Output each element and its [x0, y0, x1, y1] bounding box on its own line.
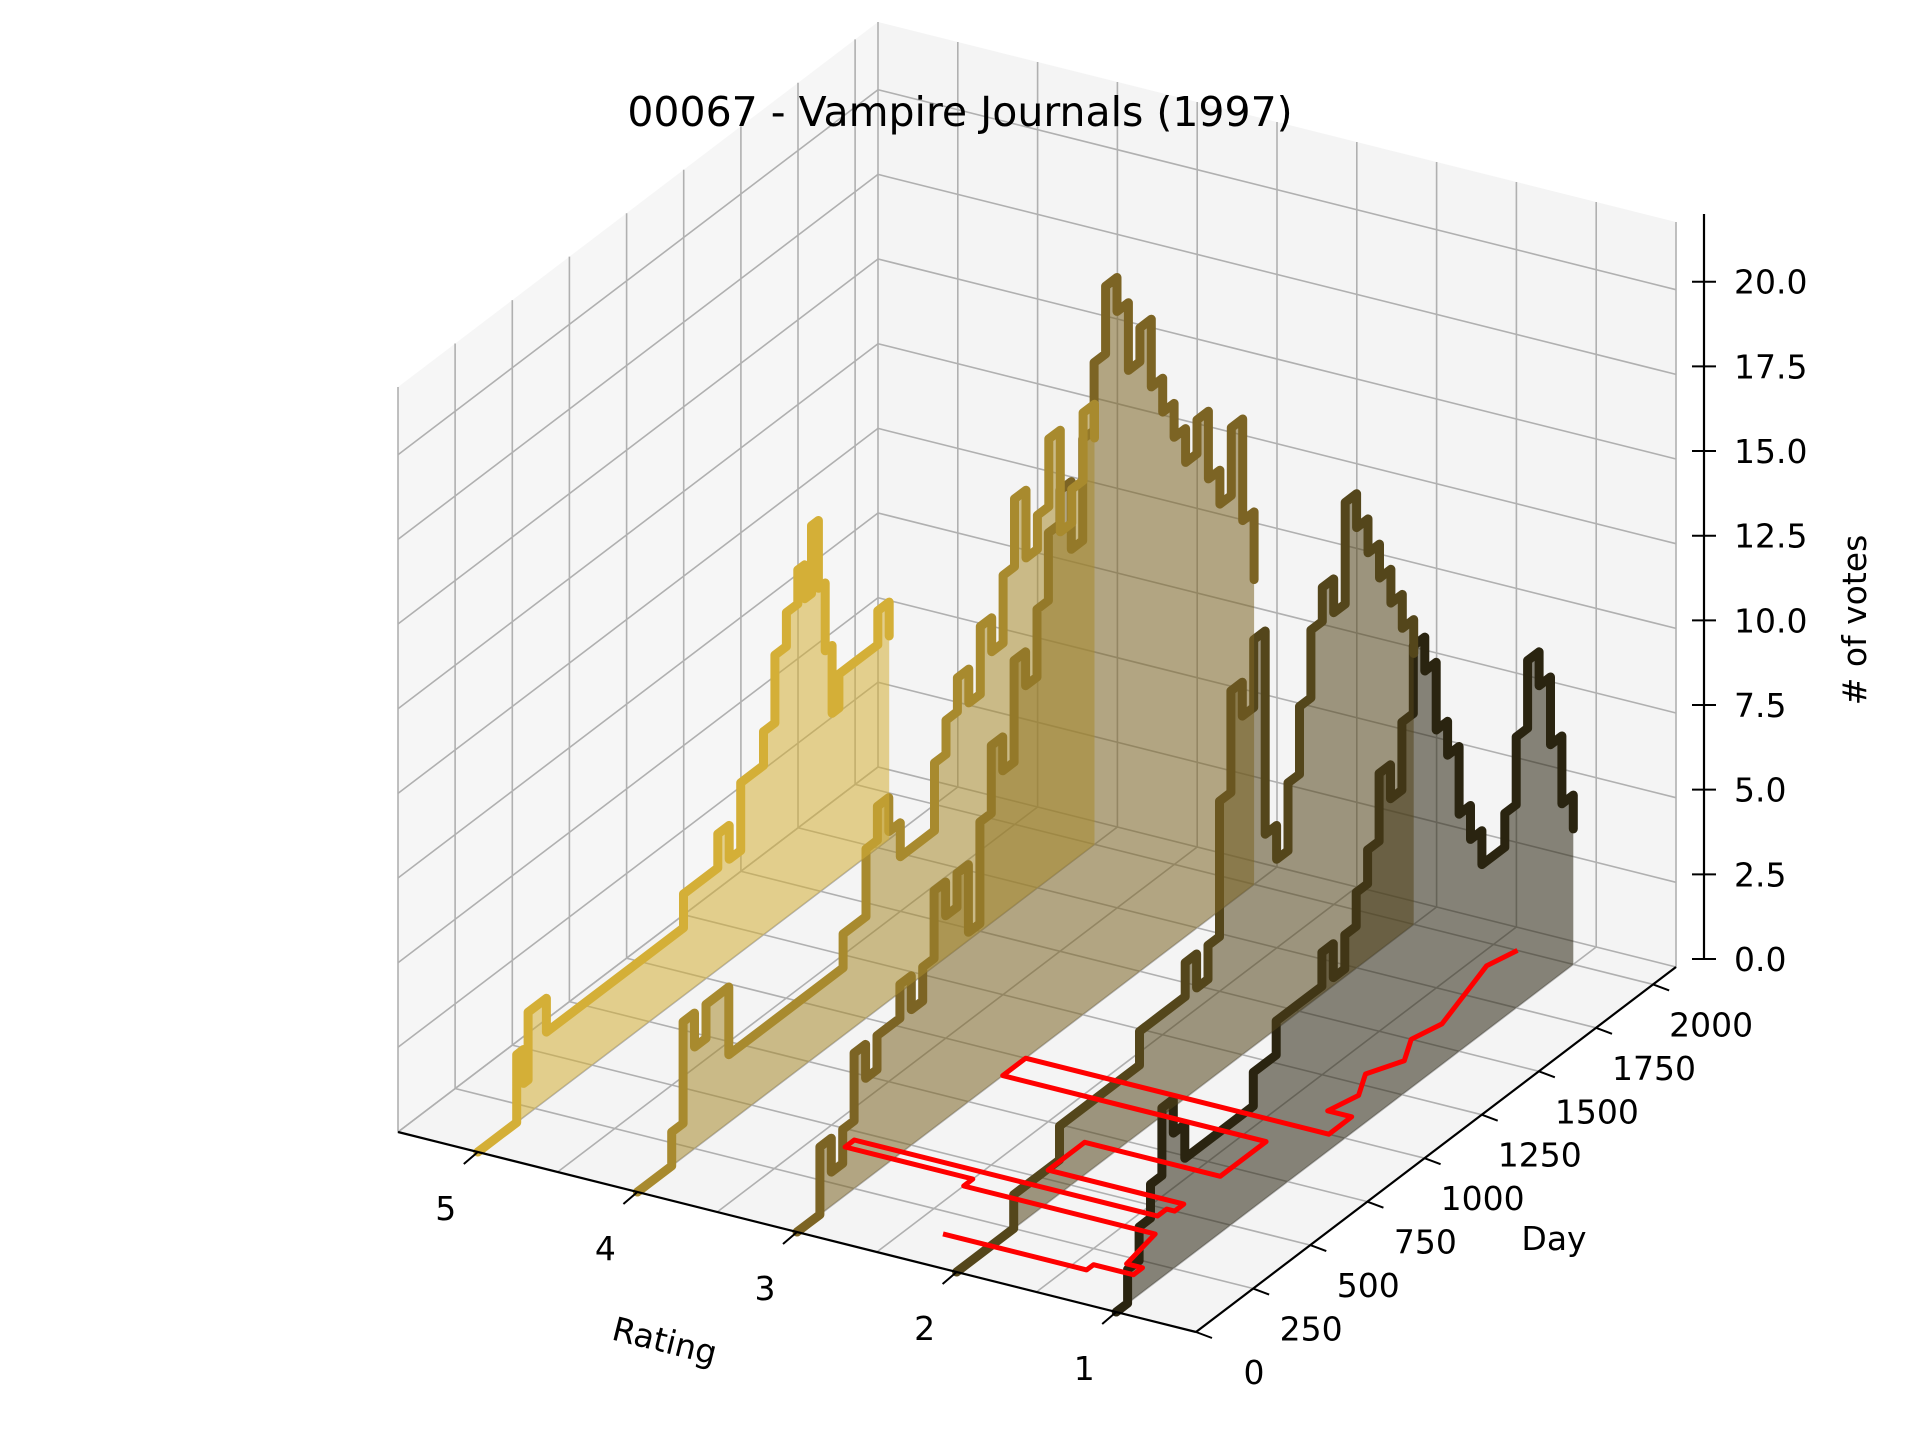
y-tick-label-1: 250: [1280, 1310, 1343, 1349]
overlay-line: [842, 948, 1519, 1278]
x-tick-label-0: 5: [435, 1189, 456, 1228]
y-tick-mark-8: [1652, 983, 1670, 992]
x-tick-label-2: 3: [755, 1269, 776, 1308]
x-tick-mark-0: [463, 1151, 479, 1165]
x-tick-mark-1: [622, 1191, 639, 1205]
x-tick-mark-4: [1101, 1311, 1117, 1325]
series-area-rating-2: [956, 493, 1414, 1272]
x-tick-label-4: 1: [1074, 1349, 1095, 1388]
chart-title: 00067 - Vampire Journals (1997): [627, 88, 1292, 136]
x-tick-label-1: 4: [595, 1229, 616, 1268]
z-tick-label-6: 15.0: [1734, 432, 1807, 471]
y-tick-mark-0: [1195, 1331, 1213, 1339]
y-tick-mark-3: [1367, 1200, 1384, 1209]
z-tick-label-1: 2.5: [1734, 855, 1786, 894]
axes-layer: [397, 214, 1716, 1339]
y-tick-label-6: 1500: [1555, 1092, 1639, 1131]
series-line-rating-2: [952, 489, 1419, 1277]
series-line-rating-5: [473, 516, 894, 1157]
z-tick-label-4: 10.0: [1734, 601, 1807, 640]
y-tick-label-3: 750: [1394, 1223, 1457, 1262]
z-tick-label-0: 0.0: [1734, 940, 1786, 979]
y-tick-mark-6: [1538, 1070, 1556, 1079]
y-tick-label-0: 0: [1244, 1353, 1265, 1392]
y-tick-mark-4: [1424, 1157, 1441, 1166]
z-axis-label: # of votes: [1835, 535, 1874, 706]
series-area-rating-5: [477, 520, 890, 1152]
z-tick-label-2: 5.0: [1734, 771, 1786, 810]
y-tick-mark-2: [1309, 1244, 1327, 1253]
y-tick-mark-7: [1595, 1026, 1613, 1035]
y-tick-mark-5: [1481, 1113, 1499, 1122]
overlay-layer: [842, 948, 1519, 1278]
y-axis-label: Day: [1521, 1219, 1586, 1258]
y-tick-label-7: 1750: [1612, 1049, 1696, 1088]
x-tick-mark-2: [782, 1231, 798, 1245]
y-tick-label-4: 1000: [1441, 1179, 1525, 1218]
grid-line-votes-5: [397, 342, 1677, 710]
z-tick-label-8: 20.0: [1734, 263, 1807, 302]
y-tick-label-2: 500: [1337, 1266, 1400, 1305]
grid-line-votes-7: [397, 173, 1677, 541]
z-tick-label-7: 17.5: [1734, 347, 1807, 386]
series-layer: [473, 273, 1578, 1317]
grid-line-votes-6: [397, 258, 1677, 625]
y-tick-mark-1: [1252, 1287, 1270, 1296]
z-tick-label-3: 7.5: [1734, 686, 1786, 725]
x-tick-label-3: 2: [914, 1309, 935, 1348]
y-tick-label-5: 1250: [1498, 1136, 1582, 1175]
x-tick-mark-3: [941, 1271, 958, 1285]
y-tick-label-8: 2000: [1669, 1005, 1753, 1044]
grid-line-votes-4: [397, 427, 1677, 795]
x-axis-label: Rating: [608, 1309, 721, 1373]
grid-line-votes-8: [397, 88, 1677, 456]
z-tick-label-5: 12.5: [1734, 517, 1807, 556]
series-line-rating-4: [632, 399, 1099, 1197]
